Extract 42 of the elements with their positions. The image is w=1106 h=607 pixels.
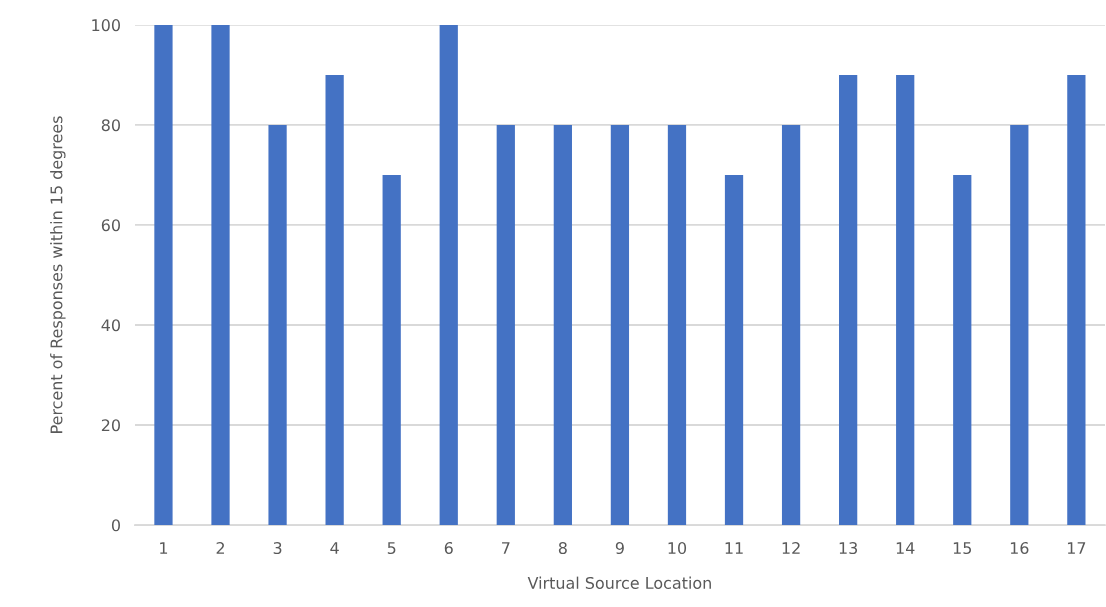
y-axis-title: Percent of Responses within 15 degrees xyxy=(50,116,66,433)
bar xyxy=(211,24,230,526)
x-tick-label: 12 xyxy=(782,542,800,554)
bar xyxy=(1067,74,1086,526)
x-tick-label: 14 xyxy=(896,542,915,554)
bar xyxy=(154,24,173,526)
bar xyxy=(439,24,458,526)
x-tick-label: 7 xyxy=(502,542,510,554)
x-tick-label: 16 xyxy=(1010,542,1029,555)
x-tick-label: 5 xyxy=(387,542,396,555)
x-tick-label: 15 xyxy=(953,542,972,555)
x-tick-label: 3 xyxy=(273,542,282,555)
bar xyxy=(268,124,287,526)
x-tick-label: 10 xyxy=(668,542,687,555)
x-tick-label: 17 xyxy=(1067,542,1086,554)
bar xyxy=(496,124,515,526)
y-tick-label: 60 xyxy=(101,219,120,232)
bar xyxy=(667,124,687,526)
bar xyxy=(325,74,344,526)
bar xyxy=(896,74,915,526)
bar xyxy=(1010,124,1029,526)
bar xyxy=(610,124,630,526)
y-tick-label: 0 xyxy=(111,519,120,532)
bar xyxy=(839,74,858,526)
x-tick-label: 6 xyxy=(444,542,453,555)
x-axis-title: Virtual Source Location xyxy=(527,576,711,589)
bar xyxy=(382,174,401,526)
x-tick-label: 4 xyxy=(330,542,339,554)
y-tick-label: 40 xyxy=(101,319,120,332)
x-tick-label: 8 xyxy=(558,542,567,555)
x-tick-label: 1 xyxy=(160,542,168,554)
bar xyxy=(953,174,972,526)
bar xyxy=(781,124,801,526)
y-tick-label: 100 xyxy=(92,19,120,32)
x-tick-label: 11 xyxy=(725,542,743,554)
bar xyxy=(724,174,744,526)
y-tick-label: 80 xyxy=(101,119,120,132)
x-tick-label: 9 xyxy=(615,542,624,555)
x-tick-label: 13 xyxy=(839,542,858,555)
y-tick-label: 20 xyxy=(101,419,120,432)
x-tick-label: 2 xyxy=(216,542,224,554)
bar xyxy=(553,124,572,526)
